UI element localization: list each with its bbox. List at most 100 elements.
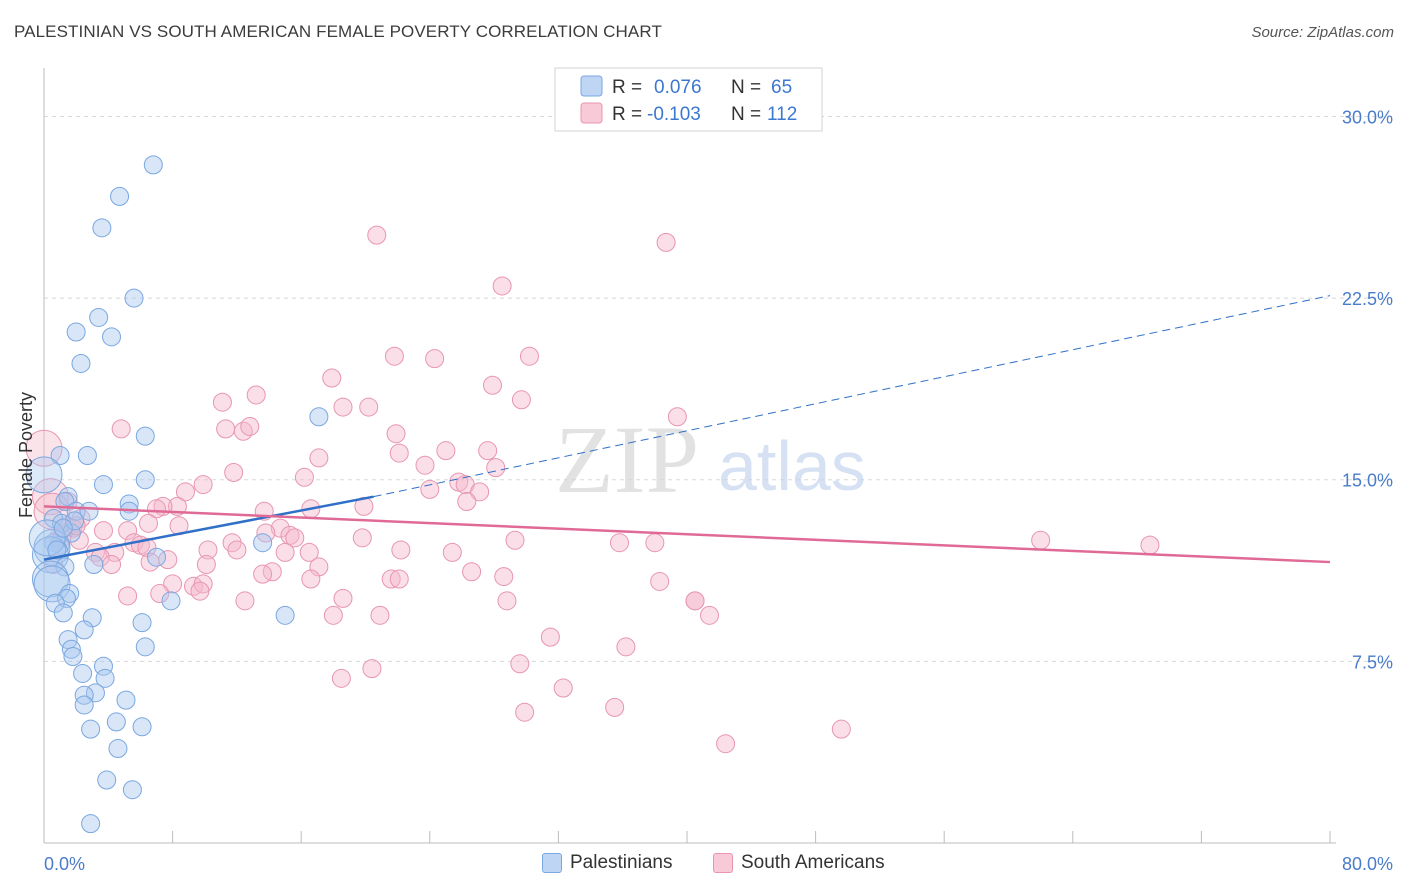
palestinians-point [77, 446, 97, 465]
palestinians-point [93, 656, 113, 676]
palestinians-point [63, 647, 83, 667]
legend-blue-r-label: R = [612, 77, 642, 98]
palestinians-point [110, 186, 130, 206]
south-americans-point [299, 542, 319, 562]
south-americans-point [511, 390, 531, 410]
palestinians-point [81, 814, 101, 834]
x-axis-ticks [172, 831, 1331, 843]
palestinians-point [89, 307, 109, 327]
south-americans-point [240, 416, 260, 436]
south-americans-point [118, 521, 138, 541]
legend-item-palestinians: Palestinians [542, 852, 672, 874]
legend-pink-swatch [580, 102, 603, 124]
south-americans-point [275, 542, 295, 562]
south-americans-point [650, 571, 670, 591]
south-americans-point [831, 719, 851, 739]
palestinians-point [45, 593, 65, 613]
south-americans-point [193, 475, 213, 495]
chart-source: Source: ZipAtlas.com [1251, 24, 1394, 41]
legend-label-palestinians: Palestinians [570, 852, 673, 873]
south-americans-point [415, 455, 435, 475]
south-americans-point [227, 540, 247, 560]
south-americans-point [381, 569, 401, 589]
palestinians-points [25, 155, 329, 834]
south-americans-point [147, 499, 167, 519]
south-americans-point [553, 678, 573, 698]
legend-top: R = 0.076 N = 65 R = -0.103 N = 112 [554, 67, 823, 132]
south-americans-point [163, 574, 183, 594]
x-tick-label-min: 0.0% [44, 854, 85, 874]
legend-swatch-palestinians [542, 853, 562, 873]
south-americans-point [137, 538, 157, 558]
palestinians-point [74, 685, 94, 705]
south-americans-point [102, 554, 122, 574]
palestinians-point [106, 712, 126, 732]
south-americans-point [462, 562, 482, 582]
south-americans-trend [43, 505, 1331, 564]
south-americans-point [294, 467, 314, 487]
palestinians-point [97, 770, 117, 790]
south-americans-point [352, 528, 372, 548]
y-tick-label: 7.5% [1352, 652, 1393, 672]
south-americans-point [389, 569, 409, 589]
palestinians-point [74, 620, 94, 640]
legend-pink-r-label: R = [612, 104, 642, 125]
legend-blue-swatch [580, 75, 603, 97]
trend-lines [43, 295, 1331, 564]
south-americans-point [519, 346, 539, 366]
south-americans-point [93, 521, 113, 541]
south-americans-point [31, 478, 69, 516]
south-americans-point [235, 591, 255, 611]
palestinians-point [47, 540, 67, 560]
palestinians-point [132, 613, 152, 633]
palestinians-point [84, 554, 104, 574]
south-americans-point [478, 441, 498, 461]
south-americans-point [140, 552, 160, 572]
south-americans-point [138, 513, 158, 533]
palestinians-trend-dashed [373, 295, 1331, 498]
y-tick-label: 15.0% [1342, 471, 1393, 491]
south-americans-point [494, 567, 514, 587]
x-tick-label-max: 80.0% [1342, 854, 1393, 874]
south-americans-point [482, 375, 502, 395]
palestinians-point [53, 603, 73, 623]
south-americans-point [285, 528, 305, 548]
south-americans-point [333, 588, 353, 608]
palestinians-point [102, 327, 122, 347]
y-tick-labels: 7.5% 15.0% 22.5% 30.0% [1342, 107, 1393, 672]
south-americans-point [492, 276, 512, 296]
south-americans-point [442, 542, 462, 562]
palestinians-point [108, 739, 128, 759]
south-americans-point [716, 734, 736, 754]
palestinians-point [61, 639, 81, 659]
south-americans-point [270, 518, 290, 538]
south-americans-point [1140, 535, 1160, 555]
south-americans-point [515, 702, 535, 722]
south-americans-point [540, 627, 560, 647]
legend-blue-n-value: 65 [771, 77, 792, 98]
palestinians-point [71, 353, 91, 373]
palestinians-point [92, 218, 112, 238]
palestinians-point [275, 605, 295, 625]
palestinians-point [85, 683, 105, 703]
south-americans-point [216, 419, 236, 439]
palestinians-point [143, 155, 163, 175]
south-americans-point [175, 482, 195, 502]
south-americans-point [224, 462, 244, 482]
legend-item-south-americans: South Americans [713, 852, 885, 874]
south-americans-point [616, 637, 636, 657]
palestinians-point [57, 588, 77, 608]
palestinians-point [253, 533, 273, 553]
south-americans-point [198, 540, 218, 560]
south-americans-point [497, 591, 517, 611]
legend-blue-r-value: 0.076 [654, 77, 702, 98]
south-americans-point [25, 429, 63, 467]
legend-pink-r-value: -0.103 [647, 104, 701, 125]
south-americans-point [370, 605, 390, 625]
south-americans-point [391, 540, 411, 560]
south-americans-point [457, 492, 477, 512]
south-americans-point [656, 232, 676, 252]
south-americans-point [384, 346, 404, 366]
south-americans-point [333, 397, 353, 417]
legend-blue-n-label: N = [731, 77, 761, 98]
